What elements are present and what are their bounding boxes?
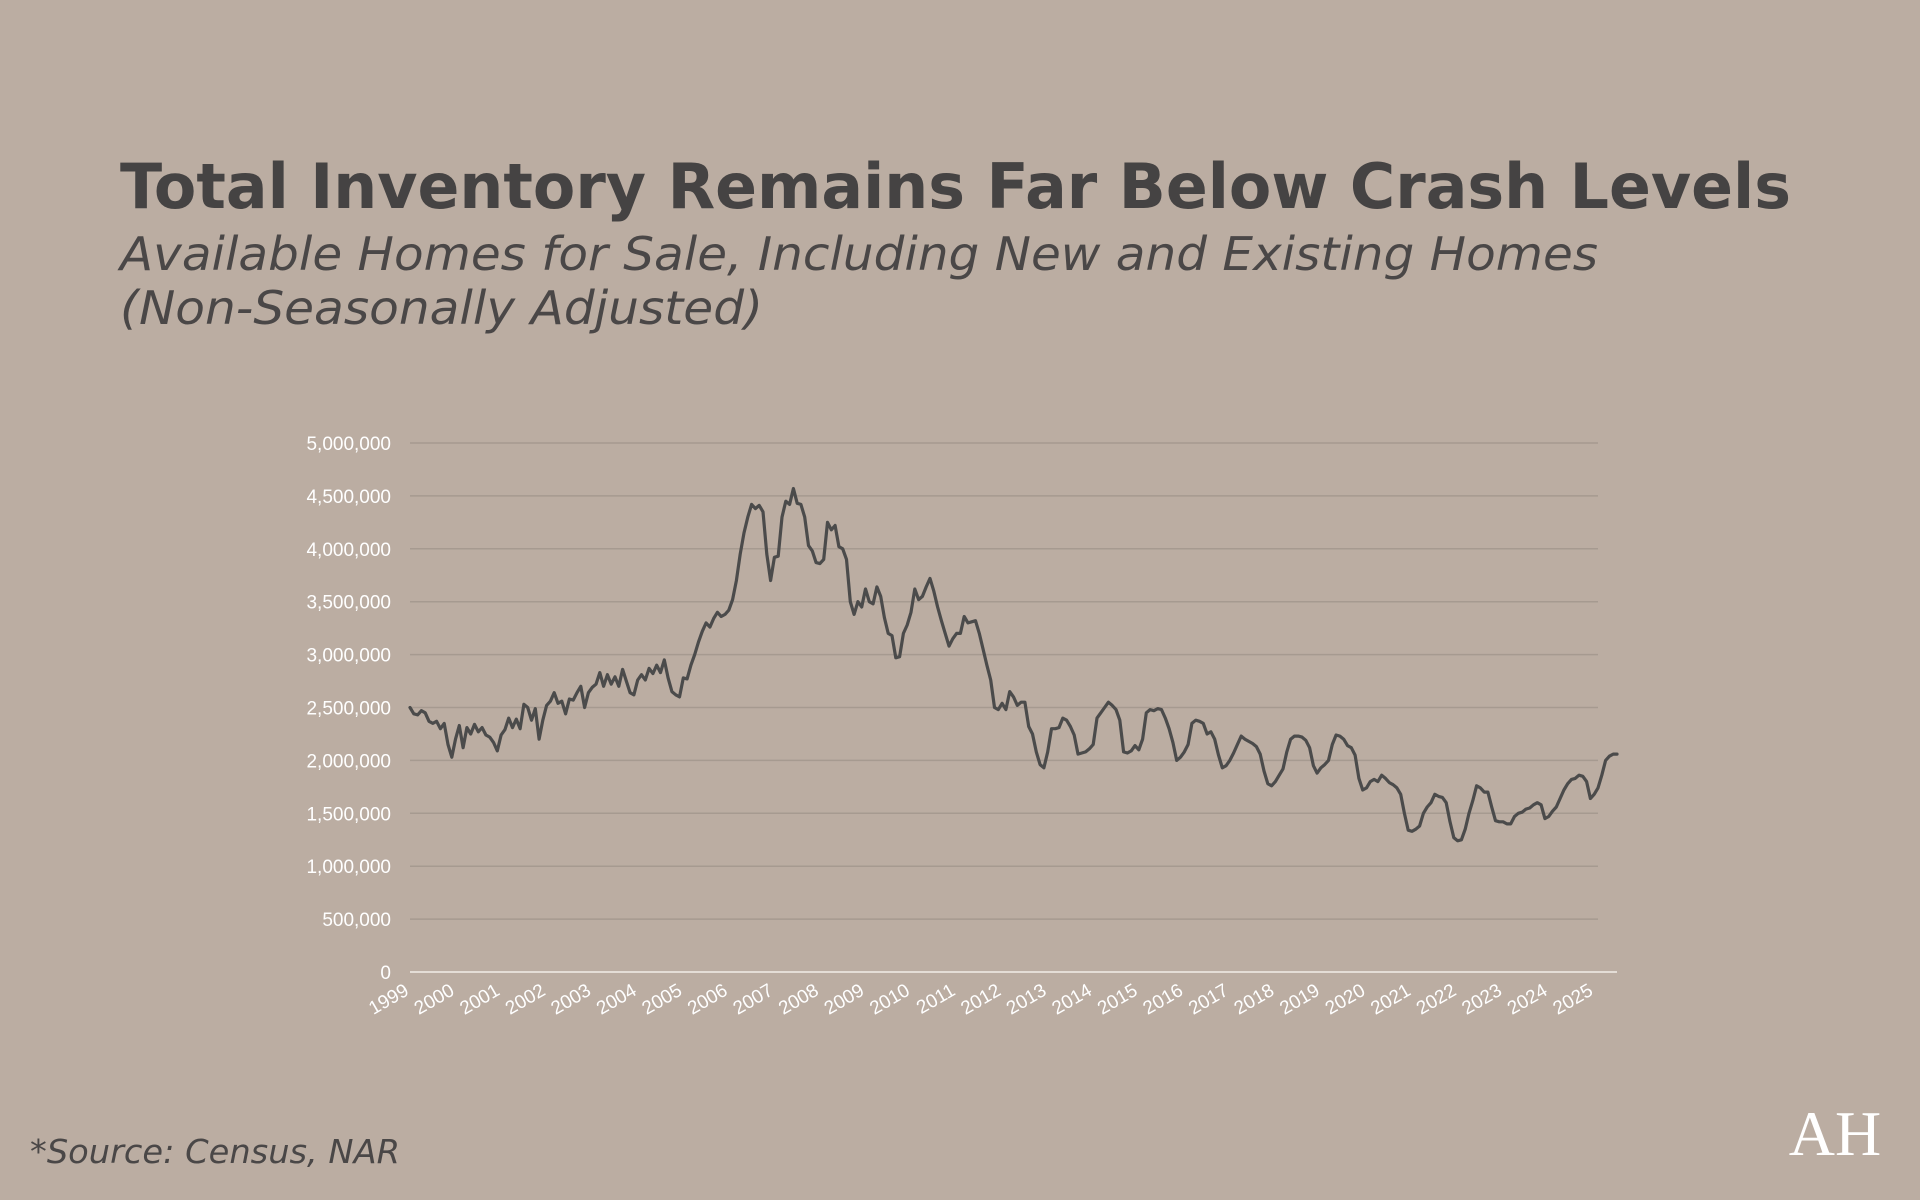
x-tick-label: 2008 [775,980,822,1019]
x-tick-label: 2022 [1413,980,1460,1019]
x-tick-label: 2002 [502,980,549,1019]
x-tick-label: 2000 [411,980,458,1019]
x-tick-label: 2003 [548,980,595,1019]
x-tick-label: 1999 [365,980,412,1019]
x-tick-label: 2023 [1459,980,1506,1019]
x-tick-label: 2009 [821,980,868,1019]
x-tick-label: 2006 [684,980,731,1019]
x-tick-label: 2011 [913,980,959,1019]
y-tick-label: 4,500,000 [306,487,391,508]
x-tick-label: 2005 [639,980,686,1019]
x-tick-label: 2012 [957,980,1004,1019]
x-tick-label: 2010 [866,980,913,1019]
source-note: *Source: Census, NAR [30,1132,400,1171]
x-tick-label: 2018 [1231,980,1278,1019]
x-tick-label: 2016 [1140,980,1187,1019]
logo: AH [1789,1098,1881,1169]
x-tick-label: 2001 [456,980,503,1019]
y-tick-label: 0 [380,963,391,984]
x-tick-label: 2013 [1003,980,1050,1019]
y-tick-label: 3,000,000 [306,646,391,667]
x-tick-label: 2025 [1550,980,1597,1019]
x-tick-label: 2017 [1185,980,1232,1019]
data-line [408,486,1619,843]
x-tick-label: 2004 [593,980,640,1020]
y-tick-label: 3,500,000 [306,593,391,614]
x-tick-label: 2024 [1504,980,1551,1020]
chart-subtitle: (Non-Seasonally Adjusted) [120,281,763,335]
y-tick-label: 5,000,000 [306,434,391,455]
y-tick-label: 2,000,000 [306,751,391,772]
y-tick-label: 1,500,000 [306,804,391,825]
x-tick-label: 2020 [1322,980,1369,1019]
x-tick-label: 2019 [1276,980,1323,1019]
y-tick-label: 1,000,000 [306,857,391,878]
chart-title: Total Inventory Remains Far Below Crash … [120,150,1791,223]
y-tick-label: 500,000 [322,910,391,931]
x-tick-label: 2021 [1367,980,1414,1019]
x-tick-label: 2015 [1094,980,1141,1019]
x-tick-label: 2014 [1049,980,1096,1020]
y-tick-label: 2,500,000 [306,699,391,720]
y-tick-label: 4,000,000 [306,540,391,561]
x-tick-label: 2007 [730,980,777,1019]
chart-subtitle: Available Homes for Sale, Including New … [117,227,1598,281]
